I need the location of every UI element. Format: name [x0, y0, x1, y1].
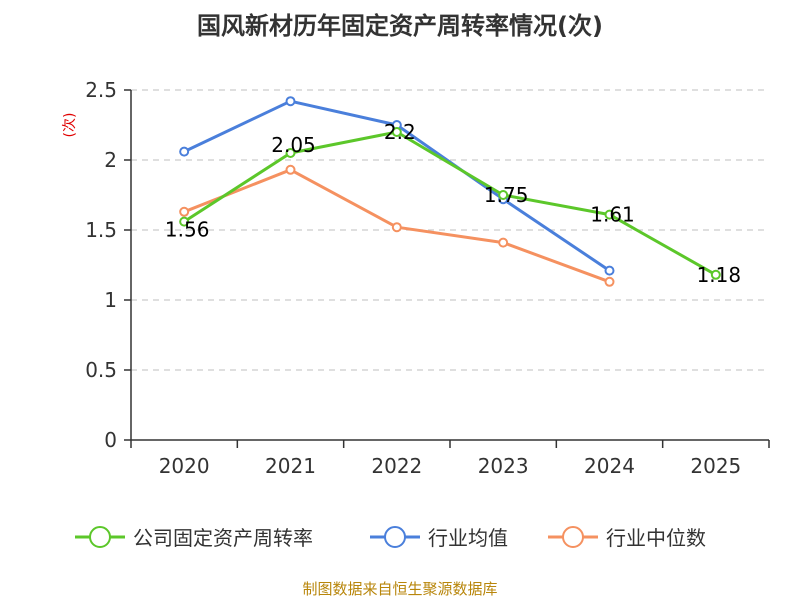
data-point[interactable]	[391, 222, 402, 233]
data-point[interactable]	[604, 276, 615, 287]
data-point[interactable]	[285, 96, 296, 107]
legend-swatch-marker	[384, 526, 406, 548]
axes: 0 0.5 1 1.5 2 2.5 2020 2021 2022 2023 2024 2025	[85, 78, 770, 478]
y-axis-label: (次)	[62, 113, 78, 138]
data-point[interactable]	[285, 148, 296, 158]
data-point[interactable]	[285, 164, 296, 175]
legend-label: 行业均值	[428, 526, 508, 550]
x-tick-label: 2023	[478, 454, 529, 478]
legend-swatch-marker	[89, 526, 111, 548]
data-point[interactable]	[179, 216, 190, 227]
legend-item-2[interactable]: 行业中位数	[548, 526, 706, 550]
data-label: 1.61	[590, 203, 635, 227]
data-label: 1.18	[697, 263, 742, 287]
data-label: 2.05	[271, 133, 316, 157]
x-tick-label: 2022	[371, 454, 422, 478]
legend-label: 行业中位数	[606, 526, 706, 550]
y-tick-label: 0	[104, 428, 117, 452]
data-point[interactable]	[604, 209, 615, 220]
data-point[interactable]	[498, 190, 509, 200]
x-tick-label: 2025	[690, 454, 741, 478]
data-point[interactable]	[710, 269, 721, 280]
x-tick-label: 2024	[584, 454, 635, 478]
y-tick-label: 1	[104, 288, 117, 312]
x-tick-label: 2021	[265, 454, 316, 478]
legend-swatch-marker	[562, 526, 584, 548]
data-point[interactable]	[498, 237, 509, 248]
data-point[interactable]	[604, 265, 615, 276]
x-tick-label: 2020	[159, 454, 210, 478]
legend-item-1[interactable]: 行业均值	[370, 526, 508, 550]
data-label: 1.75	[484, 183, 529, 207]
y-tick-label: 2.5	[85, 78, 117, 102]
chart-title: 国风新材历年固定资产周转率情况(次)	[197, 12, 603, 40]
y-tick-label: 1.5	[85, 218, 117, 242]
series-layer	[179, 96, 721, 287]
data-point[interactable]	[179, 206, 190, 217]
data-labels: 1.56 2.05 2.2 1.75 1.61 1.18	[165, 120, 741, 287]
series-line-0	[183, 130, 717, 277]
data-point[interactable]	[179, 146, 190, 157]
source-note: 制图数据来自恒生聚源数据库	[302, 580, 497, 598]
y-tick-label: 0.5	[85, 358, 117, 382]
data-label: 1.56	[165, 218, 210, 242]
data-point[interactable]	[391, 127, 402, 137]
legend-label: 公司固定资产周转率	[133, 526, 313, 550]
legend-item-0[interactable]: 公司固定资产周转率	[75, 526, 313, 550]
y-tick-label: 2	[104, 148, 117, 172]
legend[interactable]: 公司固定资产周转率 行业均值 行业中位数	[75, 526, 706, 550]
data-label: 2.2	[384, 120, 416, 144]
gridlines	[131, 89, 769, 371]
